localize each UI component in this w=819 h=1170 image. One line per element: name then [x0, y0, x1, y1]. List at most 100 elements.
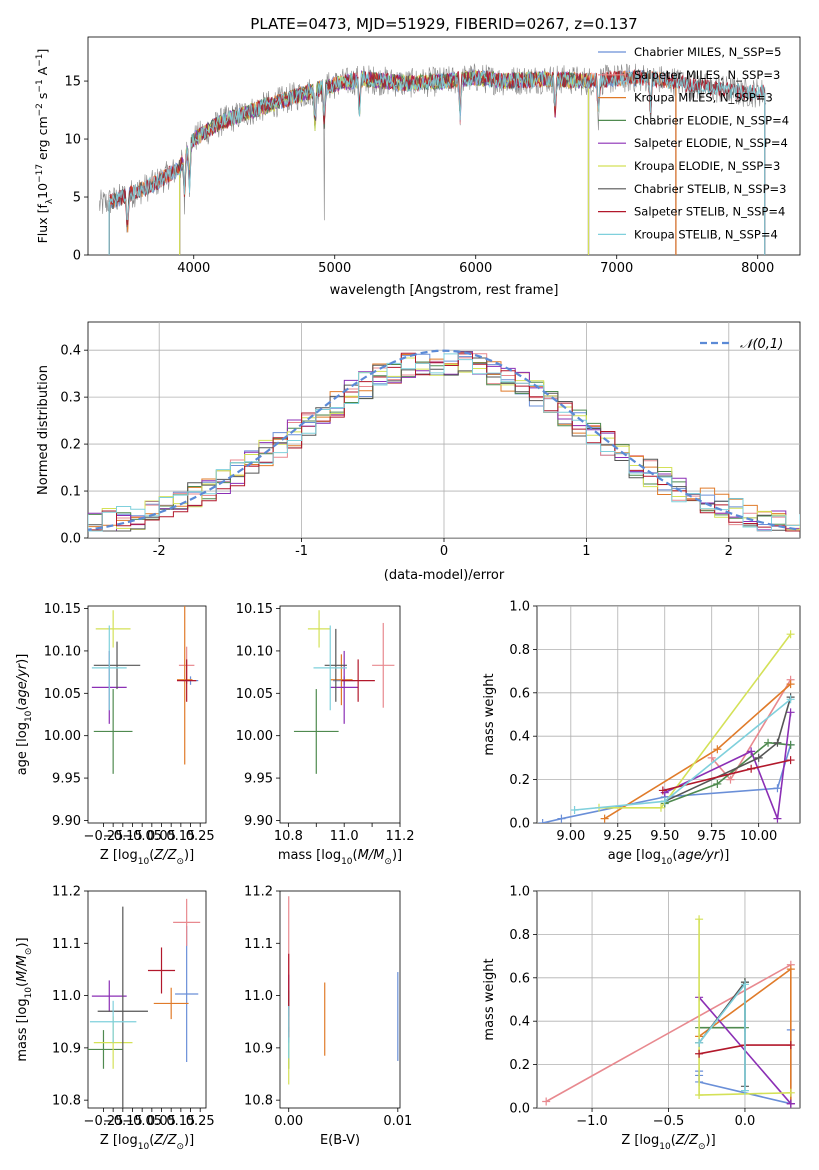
x-tick-label: 9.50	[650, 829, 679, 844]
legend-label: Chabrier STELIB, N_SSP=3	[634, 182, 786, 196]
data-point	[93, 689, 133, 774]
x-tick-label: 8000	[741, 261, 774, 276]
y-tick-label: 9.95	[244, 772, 273, 787]
chart-title: PLATE=0473, MJD=51929, FIBERID=0267, z=0…	[250, 15, 637, 33]
series-marker	[786, 708, 795, 717]
series-marker	[538, 819, 547, 823]
x-tick-label: −0.25	[84, 1114, 124, 1129]
series-marker	[786, 680, 795, 689]
x-tick-label: 0.05	[147, 1114, 176, 1129]
data-point	[93, 641, 141, 690]
series-marker	[786, 1099, 795, 1108]
y-axis-label: mass weight	[482, 958, 497, 1040]
x-tick-label: 11.2	[386, 829, 415, 844]
y-tick-label: 11.2	[244, 885, 273, 900]
data-point	[147, 947, 176, 994]
series-marker	[773, 814, 782, 823]
y-tick-label: 0.1	[60, 485, 81, 500]
series-marker	[570, 805, 579, 814]
age_vs_Z-axes: −0.25−0.15−0.050.050.150.25 9.90 9.95 10.00…	[44, 602, 215, 844]
y-tick-label: 10.10	[44, 644, 81, 659]
series-marker	[660, 797, 669, 806]
series-marker	[786, 965, 795, 974]
x-axis-label: (data-model)/error	[384, 568, 505, 583]
y-tick-label: 11.1	[244, 937, 273, 952]
data-point	[293, 689, 339, 774]
age_vs_mass-frame	[279, 605, 401, 824]
x-tick-label: 9.25	[603, 829, 632, 844]
x-tick-label: −1.0	[576, 1114, 608, 1129]
data-point	[175, 926, 199, 1062]
series-marker	[747, 747, 756, 756]
y-tick-label: 10.10	[236, 644, 273, 659]
x-tick-label: -2	[153, 544, 166, 559]
y-tick-label: 11.0	[244, 989, 273, 1004]
x-tick-label: 0.25	[186, 1114, 215, 1129]
spectrum-plot-area	[99, 63, 767, 255]
mass_vs_EBV-axes: 0.00 0.01 10.8 10.9 11.0 11.1 11.2	[244, 885, 412, 1130]
series-marker	[542, 1097, 551, 1106]
series-marker	[656, 803, 665, 812]
data-point	[330, 654, 353, 706]
weight_vs_Z-plot-area	[537, 891, 800, 1108]
data-point	[307, 610, 331, 648]
x-tick-label: 0.00	[274, 1114, 303, 1129]
age_vs_mass-axes: 10.8 11.0 11.2 9.90 9.95 10.00 10.05 10.10 10.15	[236, 602, 415, 844]
series-marker	[713, 779, 722, 788]
y-tick-label: 0.2	[509, 1058, 530, 1073]
series-line	[664, 741, 791, 805]
spectrum-axes: 4000 5000 6000 7000 8000 0 5 10 15	[64, 36, 801, 276]
x-tick-label: 6000	[459, 261, 492, 276]
x-axis-label: Z [log10(Z/Z⊙)]	[100, 848, 194, 867]
series-marker	[773, 784, 782, 793]
series-marker	[786, 695, 795, 704]
series-marker	[786, 1088, 795, 1097]
series-line	[698, 981, 746, 1091]
legend-label: Kroupa STELIB, N_SSP=4	[634, 227, 778, 241]
y-tick-label: 10.8	[244, 1094, 273, 1109]
y-axis-label: age [log10(age/yr)]	[15, 654, 34, 776]
data-point	[330, 650, 359, 724]
series-marker	[786, 630, 795, 639]
y-tick-label: 0.4	[509, 1015, 530, 1030]
data-point	[89, 1000, 137, 1043]
x-tick-label: -1	[295, 544, 308, 559]
mass_vs_EBV-plot-area	[288, 896, 399, 1085]
series-marker	[695, 1038, 704, 1047]
x-tick-label: 0.15	[166, 1114, 195, 1129]
x-tick-label: −0.25	[84, 829, 124, 844]
x-tick-label: −0.15	[103, 829, 143, 844]
series-marker	[658, 786, 667, 795]
y-tick-label: 9.90	[244, 814, 273, 829]
x-tick-label: 5000	[318, 261, 351, 276]
y-tick-label: 10.05	[44, 687, 81, 702]
y-tick-label: 10.9	[52, 1041, 81, 1056]
series-line	[664, 712, 792, 819]
series-marker	[726, 775, 735, 784]
series-marker	[754, 753, 763, 762]
y-tick-label: 0.6	[509, 971, 530, 986]
x-axis-label: age [log10(age/yr)]	[608, 848, 730, 867]
x-tick-label: 0.0	[735, 1114, 756, 1129]
residual_histogram-plot-area	[88, 322, 800, 538]
x-tick-label: 0	[440, 544, 448, 559]
y-tick-label: 0.0	[509, 1102, 530, 1117]
y-tick-label: 0.0	[509, 817, 530, 832]
histogram-step	[88, 353, 800, 532]
y-axis-label: mass weight	[482, 673, 497, 755]
y-tick-label: 0.6	[509, 686, 530, 701]
x-tick-label: 0.25	[186, 829, 215, 844]
x-tick-label: 0.05	[147, 829, 176, 844]
y-tick-label: 5	[73, 191, 81, 206]
y-tick-label: 0	[73, 249, 81, 264]
x-axis-label: Z [log10(Z/Z⊙)]	[100, 1133, 194, 1152]
y-tick-label: 11.1	[52, 937, 81, 952]
x-tick-label: 2	[725, 544, 733, 559]
y-tick-label: 10.15	[44, 602, 81, 617]
y-tick-label: 10.00	[44, 729, 81, 744]
series-marker	[773, 738, 782, 747]
x-tick-label: −0.15	[103, 1114, 143, 1129]
x-tick-label: 9.75	[697, 829, 726, 844]
y-tick-label: 0.2	[509, 773, 530, 788]
data-point	[176, 606, 193, 765]
